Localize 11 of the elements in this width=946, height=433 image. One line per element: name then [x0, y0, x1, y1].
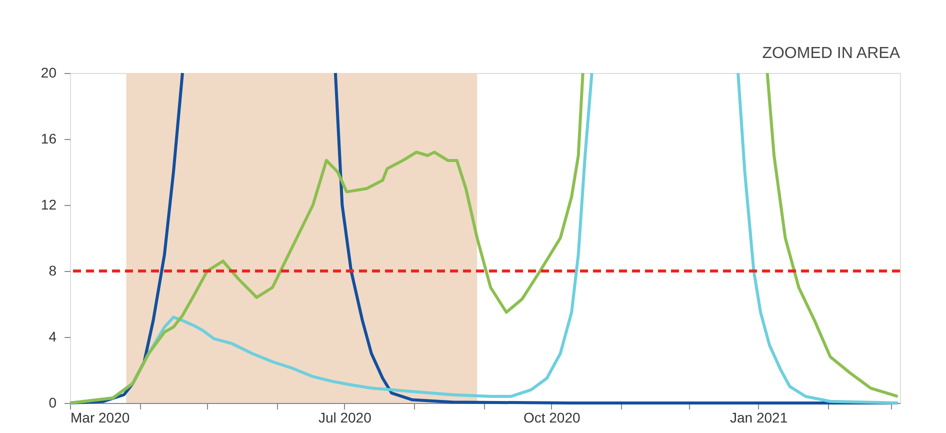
text: ZOOMED IN AREA	[762, 45, 900, 62]
y-tick-label: 20	[40, 64, 57, 80]
x-tick-label: Jul 2020	[318, 410, 372, 426]
x-tick-label: Mar 2020	[70, 410, 130, 426]
y-tick-label: 16	[40, 130, 57, 146]
x-tick-label: Jan 2021	[730, 410, 788, 426]
y-tick-label: 4	[48, 328, 57, 344]
x-tick-label: Oct 2020	[523, 410, 580, 426]
y-tick-label: 8	[48, 262, 57, 278]
y-tick-label: 12	[40, 196, 57, 212]
y-tick-label: 0	[48, 394, 57, 410]
